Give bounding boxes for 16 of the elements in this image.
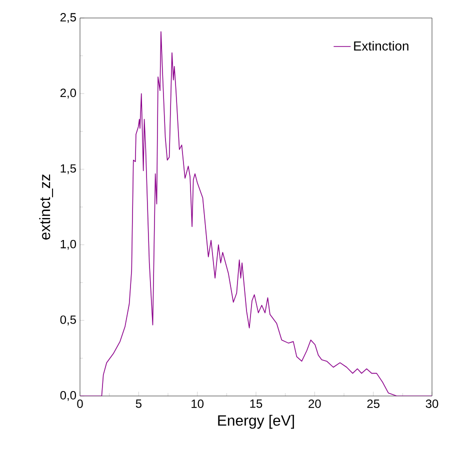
y-tick-label: 2,5 <box>60 13 76 23</box>
x-tick-label: 5 <box>136 400 142 408</box>
x-tick-label: 25 <box>367 400 380 408</box>
x-tick-label: 30 <box>426 400 438 408</box>
y-tick-label: 0,5 <box>60 315 76 326</box>
y-tick-label: 1,0 <box>60 240 76 250</box>
y-tick-label: 0,0 <box>60 391 76 401</box>
x-tick-label: 15 <box>250 400 262 408</box>
x-tick-label: 0 <box>77 400 83 408</box>
y-tick-label: 2,0 <box>60 88 76 99</box>
x-axis-title: Energy [eV] <box>218 414 294 429</box>
x-tick-label: 10 <box>192 400 204 408</box>
legend-label: Extinction <box>354 41 408 51</box>
y-axis-title: extinct_zz <box>39 174 54 240</box>
y-tick-label: 1,5 <box>60 164 76 174</box>
x-tick-label: 20 <box>308 400 321 408</box>
